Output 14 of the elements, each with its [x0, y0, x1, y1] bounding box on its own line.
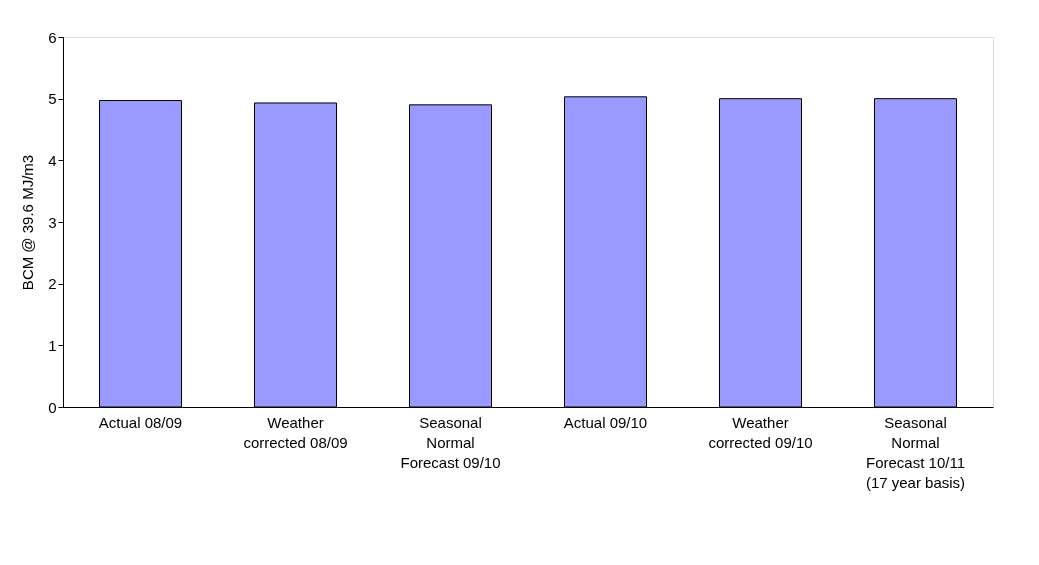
x-tick-label: Seasonal Normal Forecast 10/11 (17 year basis) — [865, 413, 966, 491]
y-tick-label: 3 — [48, 213, 57, 231]
y-tick-label: 2 — [48, 275, 57, 293]
y-tick-label: 0 — [48, 398, 57, 416]
x-tick-label: Seasonal Normal Forecast 09/10 — [400, 413, 501, 471]
x-tick-label: Weather corrected 08/09 — [243, 413, 348, 451]
y-axis-title: BCM @ 39.6 MJ/m3 — [19, 154, 37, 291]
y-tick-label: 1 — [48, 336, 57, 354]
x-tick-label: Actual 08/09 — [98, 413, 183, 431]
x-tick-label: Actual 09/10 — [563, 413, 648, 431]
y-tick-label: 4 — [48, 151, 57, 169]
y-tick-label: 5 — [48, 90, 57, 108]
y-tick-label: 6 — [48, 28, 57, 46]
x-tick-label: Weather corrected 09/10 — [708, 413, 813, 451]
